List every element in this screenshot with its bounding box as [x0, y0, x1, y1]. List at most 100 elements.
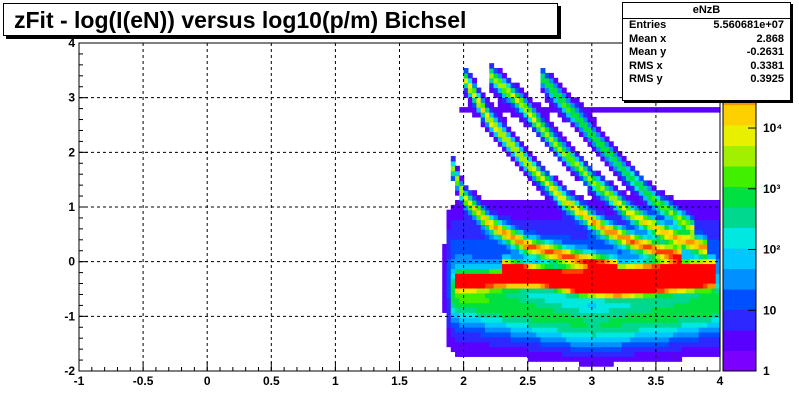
heatmap-cell [698, 219, 704, 225]
heatmap-cell [690, 253, 695, 260]
heatmap-cell [519, 336, 525, 343]
heatmap-cell [527, 102, 533, 108]
heatmap-cell [617, 214, 623, 221]
heatmap-cell [664, 214, 670, 221]
heatmap-cell [651, 278, 657, 284]
heatmap-cell [625, 341, 631, 348]
heatmap-cell [638, 253, 644, 260]
heatmap-cell [621, 283, 627, 289]
heatmap-cell [553, 287, 559, 294]
heatmap-cell [566, 346, 572, 353]
heatmap-cell [583, 239, 589, 245]
heatmap-cell [681, 248, 687, 255]
heatmap-cell [715, 199, 721, 206]
heatmap-cell [578, 292, 584, 299]
heatmap-cell [647, 336, 653, 343]
heatmap-cell [574, 199, 580, 206]
heatmap-cell [510, 219, 516, 225]
heatmap-cell [617, 204, 623, 211]
heatmap-cell [634, 195, 640, 201]
heatmap-cell [536, 239, 542, 245]
heatmap-cell [455, 292, 460, 299]
heatmap-cell [604, 234, 610, 240]
heatmap-cell [553, 224, 559, 230]
heatmap-cell [450, 268, 456, 274]
heatmap-cell [527, 112, 533, 118]
heatmap-cell [617, 263, 623, 269]
heatmap-cell [549, 312, 554, 318]
heatmap-cell [715, 317, 721, 323]
heatmap-cell [711, 351, 717, 357]
heatmap-cell [502, 292, 507, 299]
heatmap-cell [544, 243, 550, 250]
heatmap-cell [587, 351, 593, 357]
heatmap-cell [685, 229, 691, 235]
heatmap-cell [557, 97, 563, 103]
heatmap-cell [694, 268, 700, 274]
heatmap-cell [651, 287, 657, 294]
heatmap-cell [561, 302, 567, 309]
heatmap-cell [672, 273, 678, 279]
heatmap-cell [643, 297, 648, 304]
heatmap-cell [514, 248, 520, 255]
heatmap-cell [540, 82, 546, 89]
heatmap-cell [698, 283, 704, 289]
heatmap-cell [502, 307, 507, 313]
heatmap-cell [472, 268, 478, 274]
heatmap-cell [715, 346, 721, 353]
heatmap-cell [672, 204, 678, 211]
heatmap-cell [480, 253, 486, 260]
heatmap-cell [523, 278, 529, 284]
heatmap-cell [450, 307, 456, 313]
heatmap-cell [510, 268, 516, 274]
heatmap-cell [540, 278, 546, 284]
heatmap-cell [506, 302, 512, 309]
heatmap-cell [655, 346, 661, 353]
heatmap-cell [497, 77, 503, 84]
heatmap-cell [604, 180, 610, 186]
heatmap-cell [570, 302, 576, 309]
heatmap-cell [655, 331, 661, 338]
heatmap-cell [570, 292, 576, 299]
heatmap-cell [583, 121, 589, 128]
heatmap-cell [715, 209, 721, 216]
heatmap-cell [694, 278, 700, 284]
heatmap-cell [531, 297, 537, 304]
heatmap-cell [715, 331, 721, 338]
heatmap-cell [685, 346, 691, 353]
heatmap-cell [574, 239, 580, 245]
heatmap-cell [527, 116, 533, 123]
heatmap-cell [527, 121, 533, 128]
heatmap-cell [664, 336, 670, 343]
heatmap-cell [463, 283, 469, 289]
heatmap-cell [702, 322, 708, 328]
heatmap-cell [608, 248, 614, 255]
heatmap-cell [561, 283, 567, 289]
heatmap-cell [536, 204, 542, 211]
heatmap-cell [583, 336, 589, 343]
heatmap-cell [527, 175, 533, 182]
heatmap-cell [578, 224, 584, 230]
heatmap-cell [476, 287, 482, 294]
heatmap-cell [497, 97, 503, 103]
heatmap-cell [553, 297, 559, 304]
heatmap-cell [651, 268, 657, 274]
heatmap-cell [446, 297, 452, 304]
heatmap-cell [591, 253, 597, 260]
heatmap-cell [643, 307, 648, 313]
heatmap-cell [660, 263, 666, 269]
chart-title-box: zFit - log(I(eN)) versus log10(p/m) Bich… [3, 3, 558, 36]
heatmap-cell [523, 121, 529, 128]
heatmap-cell [519, 102, 525, 108]
heatmap-cell [553, 209, 559, 216]
heatmap-cell [647, 107, 653, 113]
heatmap-cell [625, 185, 631, 191]
heatmap-cell [493, 229, 499, 235]
heatmap-cell [574, 351, 580, 357]
heatmap-cell [536, 209, 542, 216]
heatmap-cell [583, 180, 589, 186]
heatmap-cell [638, 219, 644, 225]
heatmap-cell [527, 219, 533, 225]
heatmap-cell [476, 234, 482, 240]
heatmap-cell [583, 136, 589, 142]
